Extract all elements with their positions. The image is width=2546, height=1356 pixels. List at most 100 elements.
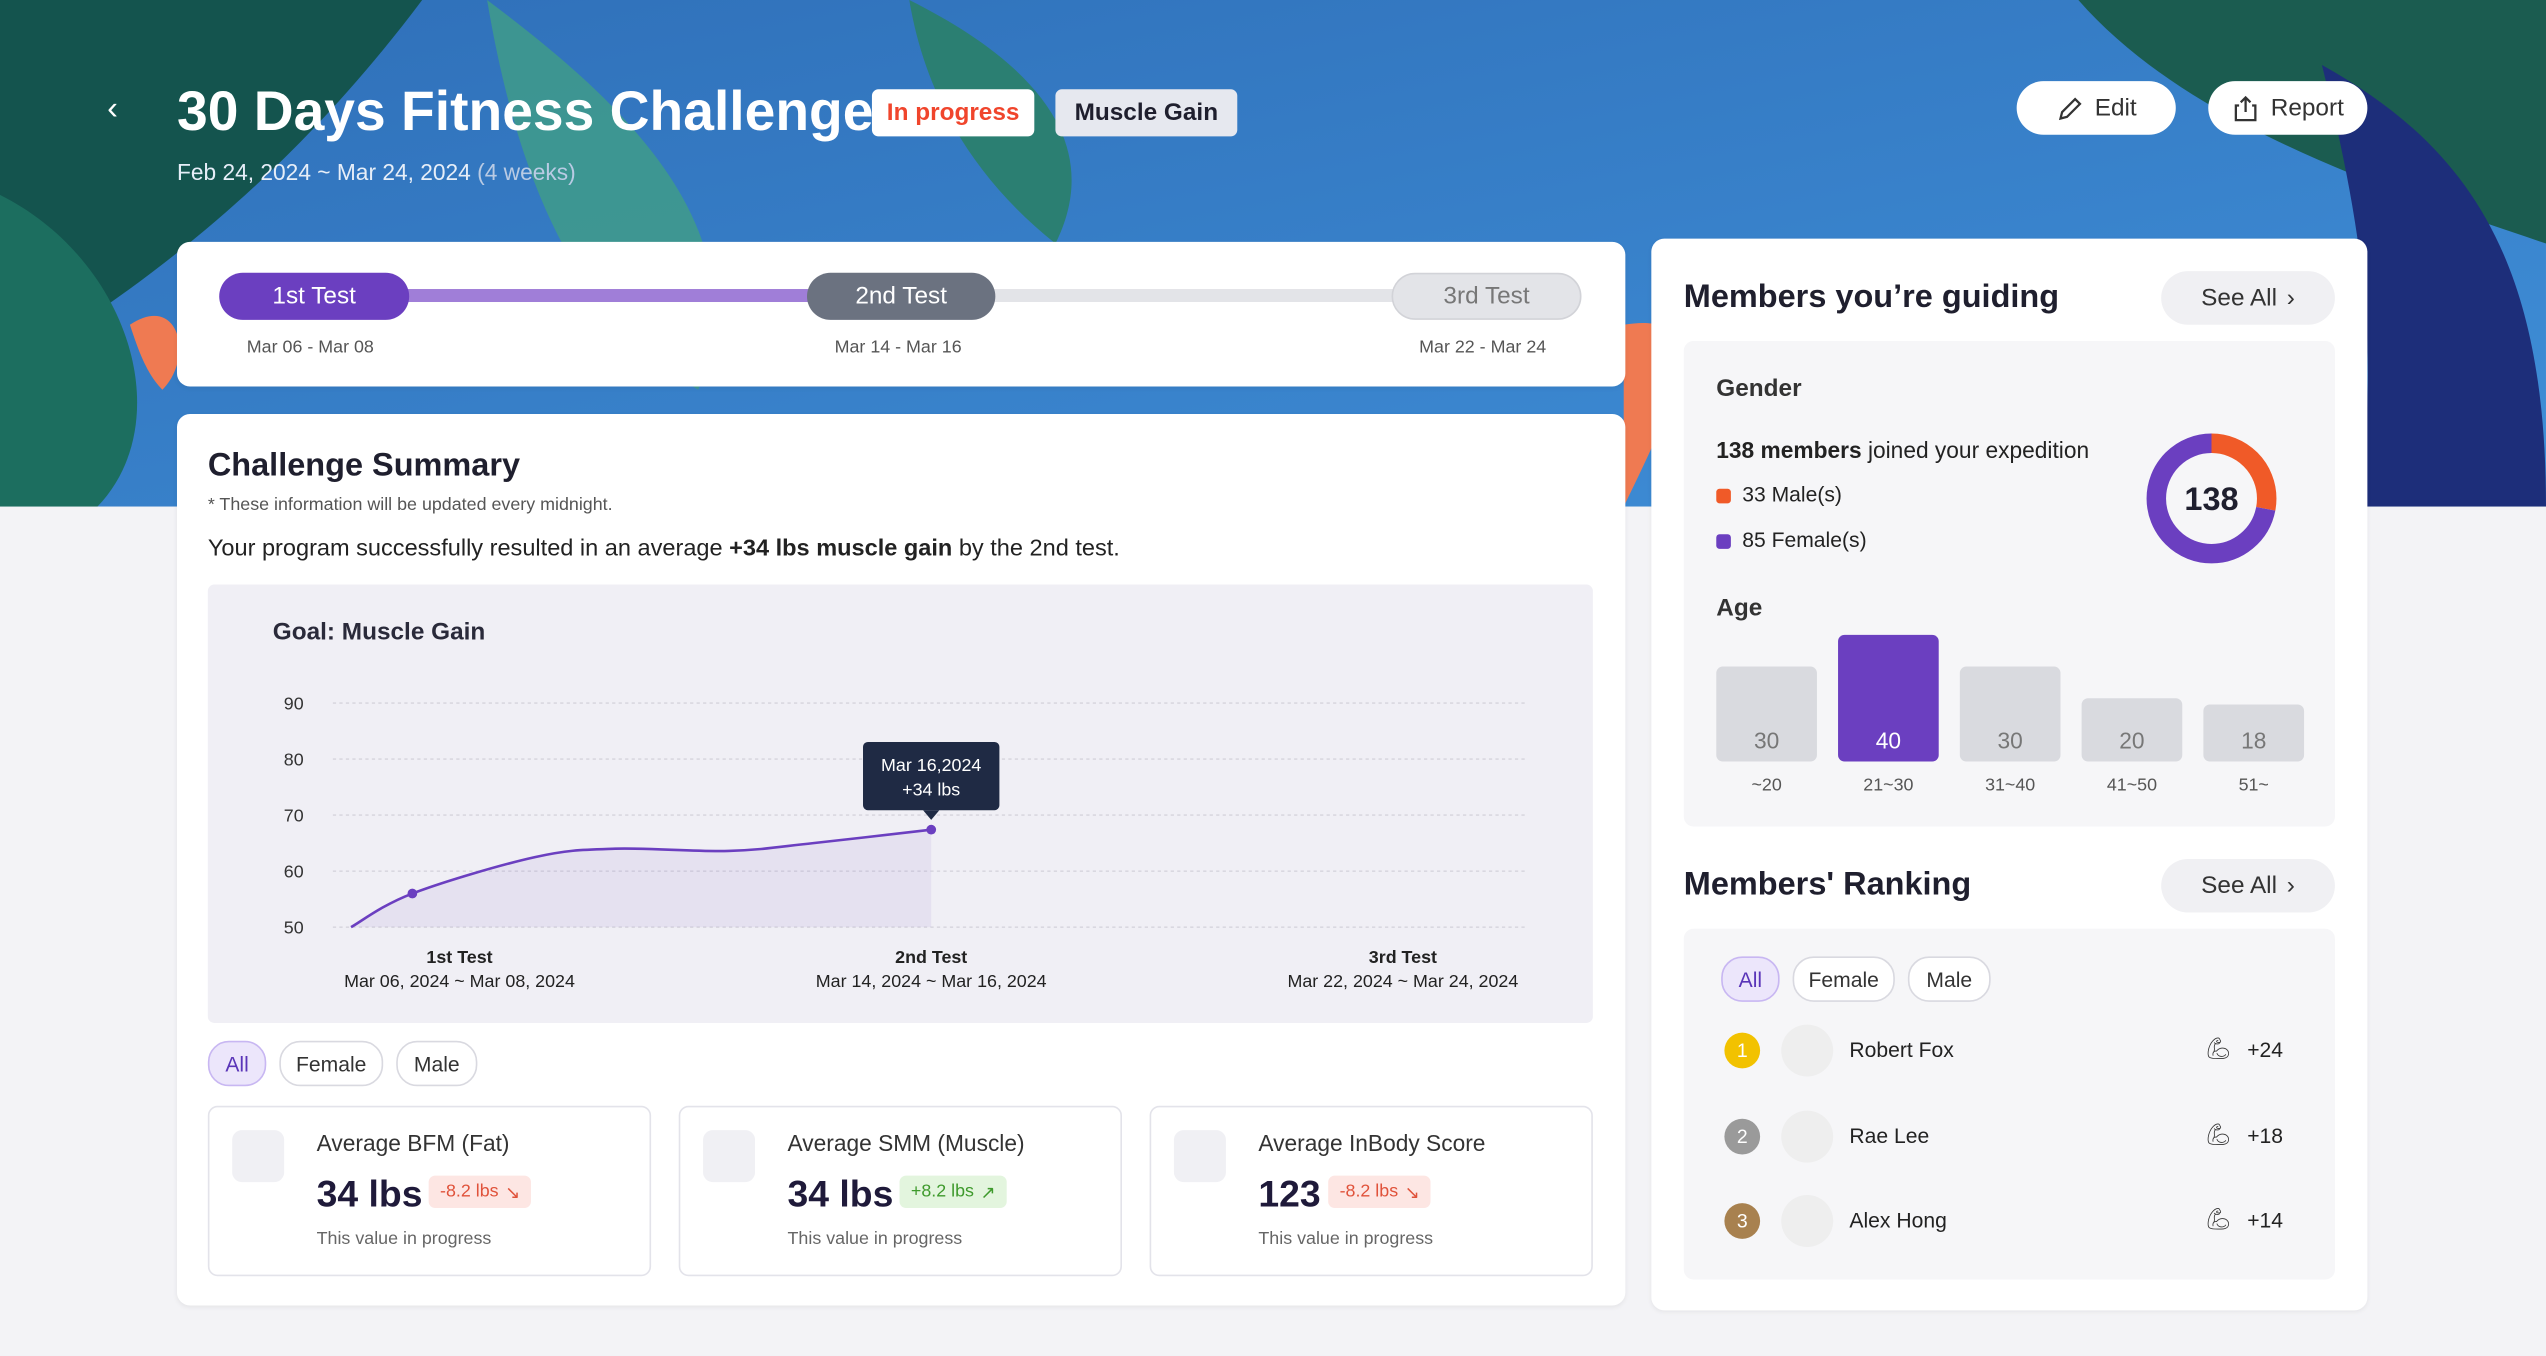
goal-badge: Muscle Gain	[1055, 89, 1238, 137]
x-tick-label: 21~30	[1863, 775, 1913, 795]
rank-badge: 1	[1724, 1032, 1761, 1069]
chart-title: Goal: Muscle Gain	[272, 618, 486, 647]
x-tick-label: 3rd Test	[1369, 947, 1437, 967]
x-tick-label: ~20	[1751, 775, 1781, 795]
x-tick-date: Mar 22, 2024 ~ Mar 24, 2024	[1287, 971, 1518, 991]
stat-delta: -8.2 lbs ↘	[1328, 1175, 1431, 1209]
bar	[2081, 698, 2183, 762]
stat-delta: -8.2 lbs ↘	[428, 1175, 532, 1209]
text: Your program successfully resulted in an…	[207, 535, 723, 562]
tooltip-value: +34 lbs	[902, 780, 960, 800]
x-tick-label: 31~40	[1985, 775, 2035, 795]
age-chart: 30 ~20 40 21~30 30 31~40 20 41~50 18 51~	[1716, 634, 2305, 795]
stat-card: Average InBody Score 123 -8.2 lbs ↘ This val…	[1149, 1105, 1593, 1277]
legend-label: 33 Male(s)	[1742, 482, 1842, 507]
bar	[1716, 666, 1817, 762]
test-dates: Mar 22 - Mar 24	[1419, 337, 1547, 358]
bar-label: 20	[2119, 728, 2144, 754]
see-all-button[interactable]: See All ›	[2161, 271, 2335, 325]
bar	[1959, 666, 2061, 762]
avatar	[1781, 1195, 1834, 1248]
delta-text: +8.2 lbs	[910, 1182, 974, 1202]
test-pill[interactable]: 2nd Test	[806, 272, 996, 320]
joined-text: joined your expedition	[1867, 436, 2090, 463]
stat-value: 123	[1258, 1172, 1321, 1215]
stat-value: 34 lbs	[316, 1172, 423, 1215]
edit-button[interactable]: Edit	[2016, 81, 2176, 135]
delta-text: -8.2 lbs	[440, 1182, 499, 1202]
filter-chip[interactable]: Female	[1792, 956, 1895, 1002]
member-name: Rae Lee	[1849, 1122, 1930, 1148]
see-all-button[interactable]: See All ›	[2161, 858, 2335, 913]
filter-chip[interactable]: All	[1721, 956, 1780, 1002]
back-button[interactable]: ‹	[107, 90, 118, 127]
stat-icon	[703, 1130, 756, 1183]
date-text: Feb 24, 2024 ~ Mar 24, 2024	[176, 159, 471, 186]
bar-label: 40	[1876, 728, 1901, 754]
summary-title: Challenge Summary	[207, 448, 521, 484]
highlight: +34 lbs muscle gain	[729, 535, 953, 562]
x-tick-label: 51~	[2239, 775, 2269, 795]
score-icon: 💪︎	[2205, 1121, 2232, 1146]
member-score: +24	[2247, 1037, 2284, 1062]
x-tick-date: Mar 14, 2024 ~ Mar 16, 2024	[816, 971, 1047, 991]
rank-badge: 2	[1724, 1117, 1761, 1154]
legend-label: 85 Female(s)	[1742, 527, 1867, 553]
see-all-label: See All	[2201, 284, 2278, 312]
donut-segment	[2146, 433, 2277, 564]
area	[351, 829, 932, 928]
gender-donut: 138	[2146, 433, 2277, 564]
age-label: Age	[1716, 594, 1763, 622]
duration: (4 weeks)	[477, 159, 576, 186]
tooltip-date: Mar 16,2024	[881, 755, 981, 775]
stat-card: Average SMM (Muscle) 34 lbs +8.2 lbs ↗ This …	[678, 1105, 1122, 1277]
bar-label: 30	[1998, 728, 2023, 754]
stat-icon	[232, 1130, 285, 1183]
filter-chip[interactable]: All	[207, 1040, 267, 1087]
page-title: 30 Days Fitness Challenge	[176, 81, 874, 143]
ranking-title: Members' Ranking	[1683, 867, 1972, 903]
members-joined: 138 members joined your expedition	[1716, 437, 2089, 463]
edit-label: Edit	[2094, 94, 2137, 122]
score-icon: 💪︎	[2205, 1206, 2232, 1231]
test-pill[interactable]: 1st Test	[219, 272, 410, 320]
report-label: Report	[2270, 94, 2344, 122]
stat-note: This value in progress	[1258, 1229, 1434, 1249]
point	[407, 888, 418, 899]
avatar	[1781, 1024, 1834, 1077]
bar	[2203, 704, 2305, 762]
stat-title: Average BFM (Fat)	[316, 1130, 510, 1157]
test-pill[interactable]: 3rd Test	[1391, 272, 1582, 320]
stat-delta: +8.2 lbs ↗	[899, 1175, 1007, 1209]
report-button[interactable]: Report	[2208, 81, 2368, 135]
test-dates: Mar 14 - Mar 16	[834, 337, 962, 358]
donut-center: 138	[2184, 481, 2238, 517]
track-done	[405, 289, 812, 303]
members-title: Members you’re guiding	[1683, 279, 2060, 316]
summary-text: Your program successfully resulted in an…	[208, 536, 1120, 562]
x-tick-date: Mar 06, 2024 ~ Mar 08, 2024	[344, 971, 575, 991]
line-chart: 50 60 70 80 90 1st Test Mar 06, 2024 ~ Mar 08,…	[284, 694, 1527, 991]
see-all-label: See All	[2201, 871, 2278, 900]
filter-chip[interactable]: Male	[396, 1040, 478, 1087]
test-dates: Mar 06 - Mar 08	[246, 337, 374, 358]
stat-title: Average SMM (Muscle)	[787, 1130, 1025, 1157]
bar-label: 30	[1754, 728, 1779, 754]
report-icon	[2235, 95, 2258, 121]
point	[926, 824, 937, 835]
member-name: Robert Fox	[1849, 1037, 1954, 1062]
stat-card: Average BFM (Fat) 34 lbs -8.2 lbs ↘ This val…	[207, 1105, 652, 1277]
stat-note: This value in progress	[787, 1229, 963, 1249]
y-tick-label: 80	[284, 750, 304, 770]
y-tick-label: 90	[284, 694, 304, 714]
delta-text: -8.2 lbs	[1339, 1182, 1399, 1202]
bar	[1838, 634, 1939, 762]
filter-chip[interactable]: Male	[1907, 956, 1991, 1002]
filter-chip[interactable]: Female	[279, 1040, 384, 1087]
member-name: Alex Hong	[1849, 1208, 1947, 1233]
bar-label: 18	[2241, 728, 2266, 754]
avatar	[1781, 1109, 1834, 1162]
text: by the 2nd test.	[958, 535, 1120, 562]
stat-icon	[1173, 1130, 1226, 1183]
